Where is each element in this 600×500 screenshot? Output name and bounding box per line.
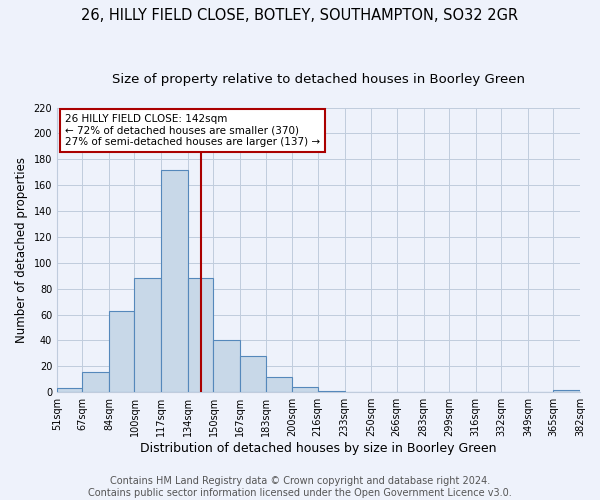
Bar <box>82 372 109 392</box>
Bar <box>318 391 344 392</box>
Bar <box>161 170 188 392</box>
Bar <box>553 390 580 392</box>
Bar <box>241 356 266 392</box>
Y-axis label: Number of detached properties: Number of detached properties <box>15 157 28 343</box>
Bar <box>188 278 214 392</box>
Text: 26, HILLY FIELD CLOSE, BOTLEY, SOUTHAMPTON, SO32 2GR: 26, HILLY FIELD CLOSE, BOTLEY, SOUTHAMPT… <box>82 8 518 22</box>
Bar <box>214 340 241 392</box>
Bar <box>266 376 292 392</box>
Text: Contains HM Land Registry data © Crown copyright and database right 2024.
Contai: Contains HM Land Registry data © Crown c… <box>88 476 512 498</box>
Bar <box>109 310 134 392</box>
Bar <box>134 278 161 392</box>
X-axis label: Distribution of detached houses by size in Boorley Green: Distribution of detached houses by size … <box>140 442 497 455</box>
Bar <box>292 387 318 392</box>
Title: Size of property relative to detached houses in Boorley Green: Size of property relative to detached ho… <box>112 72 525 86</box>
Bar <box>57 388 82 392</box>
Text: 26 HILLY FIELD CLOSE: 142sqm
← 72% of detached houses are smaller (370)
27% of s: 26 HILLY FIELD CLOSE: 142sqm ← 72% of de… <box>65 114 320 147</box>
